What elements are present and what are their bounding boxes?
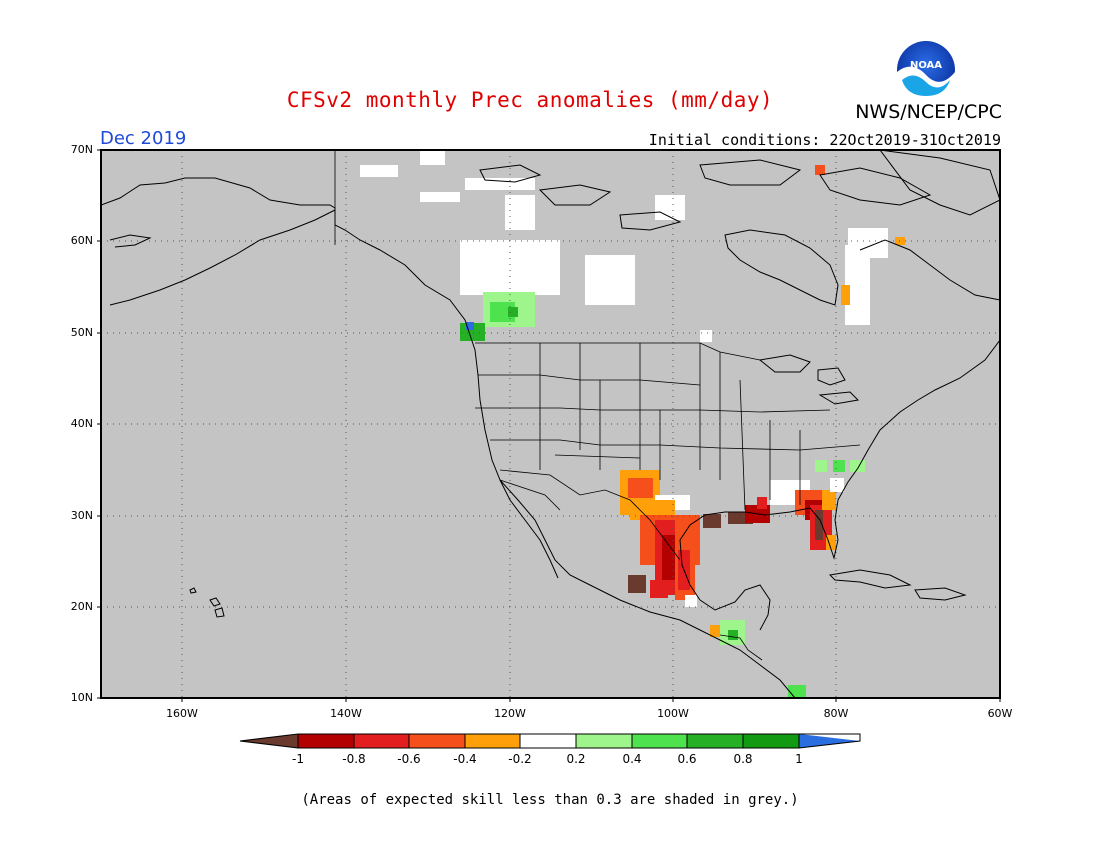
colorbar xyxy=(239,733,861,749)
colorbar-bin xyxy=(520,734,576,748)
anomaly-cell xyxy=(685,595,697,607)
colorbar-tick: 0.4 xyxy=(622,752,642,766)
anomaly-cell xyxy=(826,535,836,550)
colorbar-bin xyxy=(799,734,860,748)
colorbar-tick: 0.2 xyxy=(566,752,586,766)
anomaly-cell xyxy=(628,575,646,593)
colorbar-tick: 1 xyxy=(795,752,803,766)
lon-label: 120W xyxy=(494,707,526,720)
axis-ticks xyxy=(97,149,1001,702)
lon-label: 140W xyxy=(330,707,362,720)
anomaly-cells xyxy=(360,150,905,697)
anomaly-cell xyxy=(833,460,845,472)
anomaly-cell xyxy=(420,192,460,202)
colorbar-bin xyxy=(465,734,520,748)
anomaly-cell xyxy=(628,478,653,498)
lat-label: 50N xyxy=(70,326,93,339)
colorbar-bin xyxy=(743,734,799,748)
anomaly-cell xyxy=(508,307,518,317)
anomaly-cell xyxy=(815,165,825,175)
noaa-logo-text: NOAA xyxy=(910,60,942,71)
lat-label: 30N xyxy=(70,509,93,522)
anomaly-cell xyxy=(655,195,685,220)
anomaly-cell xyxy=(420,150,445,165)
colorbar-bin xyxy=(240,734,298,748)
anomaly-cell xyxy=(360,165,398,177)
colorbar-tick: -1 xyxy=(292,752,304,766)
skill-footnote: (Areas of expected skill less than 0.3 a… xyxy=(301,792,799,808)
colorbar-bin xyxy=(632,734,687,748)
anomaly-cell xyxy=(585,255,635,305)
colorbar-tick: 0.6 xyxy=(677,752,697,766)
lon-label: 160W xyxy=(166,707,198,720)
lat-label: 70N xyxy=(70,143,93,156)
lat-label: 20N xyxy=(70,600,93,613)
colorbar-bin xyxy=(576,734,632,748)
anomaly-cell xyxy=(841,285,850,305)
valid-month: Dec 2019 xyxy=(100,128,187,149)
anomaly-cell xyxy=(466,322,474,330)
colorbar-bin xyxy=(298,734,354,748)
colorbar-bin xyxy=(354,734,409,748)
lat-label: 60N xyxy=(70,234,93,247)
anomaly-cell xyxy=(815,510,823,540)
anomaly-cell xyxy=(815,460,827,472)
colorbar-tick: -0.4 xyxy=(453,752,477,766)
noaa-logo xyxy=(895,39,957,101)
colorbar-tick: -0.8 xyxy=(342,752,366,766)
graticule xyxy=(101,150,1000,698)
colorbar-tick: -0.6 xyxy=(397,752,421,766)
lon-label: 80W xyxy=(823,707,849,720)
anomaly-cell xyxy=(757,497,767,509)
anomaly-cell xyxy=(830,478,844,492)
colorbar-bin xyxy=(687,734,743,748)
agency-label: NWS/NCEP/CPC xyxy=(855,101,1002,123)
anomaly-cell xyxy=(850,460,865,472)
anomaly-cell xyxy=(460,240,560,295)
anomaly-cell xyxy=(822,490,836,510)
anomaly-cell xyxy=(703,514,721,528)
lat-label: 10N xyxy=(70,691,93,704)
initial-conditions: Initial conditions: 22Oct2019-31Oct2019 xyxy=(648,131,1001,149)
state-borders xyxy=(334,150,861,661)
anomaly-cell xyxy=(728,630,738,640)
anomaly-cell xyxy=(788,685,806,697)
colorbar-tick: 0.8 xyxy=(733,752,753,766)
colorbar-tick: -0.2 xyxy=(508,752,532,766)
anomaly-cell xyxy=(650,580,668,598)
anomaly-cell xyxy=(895,237,905,245)
chart-title: CFSv2 monthly Prec anomalies (mm/day) xyxy=(286,88,774,112)
lon-label: 100W xyxy=(657,707,689,720)
anomaly-cell xyxy=(710,625,722,637)
lat-label: 40N xyxy=(70,417,93,430)
anomaly-cell xyxy=(505,195,535,230)
lon-label: 60W xyxy=(987,707,1013,720)
logo-text: NOAA xyxy=(910,60,942,71)
colorbar-bin xyxy=(409,734,465,748)
anomaly-cell xyxy=(700,330,712,342)
coastlines xyxy=(101,150,1000,698)
